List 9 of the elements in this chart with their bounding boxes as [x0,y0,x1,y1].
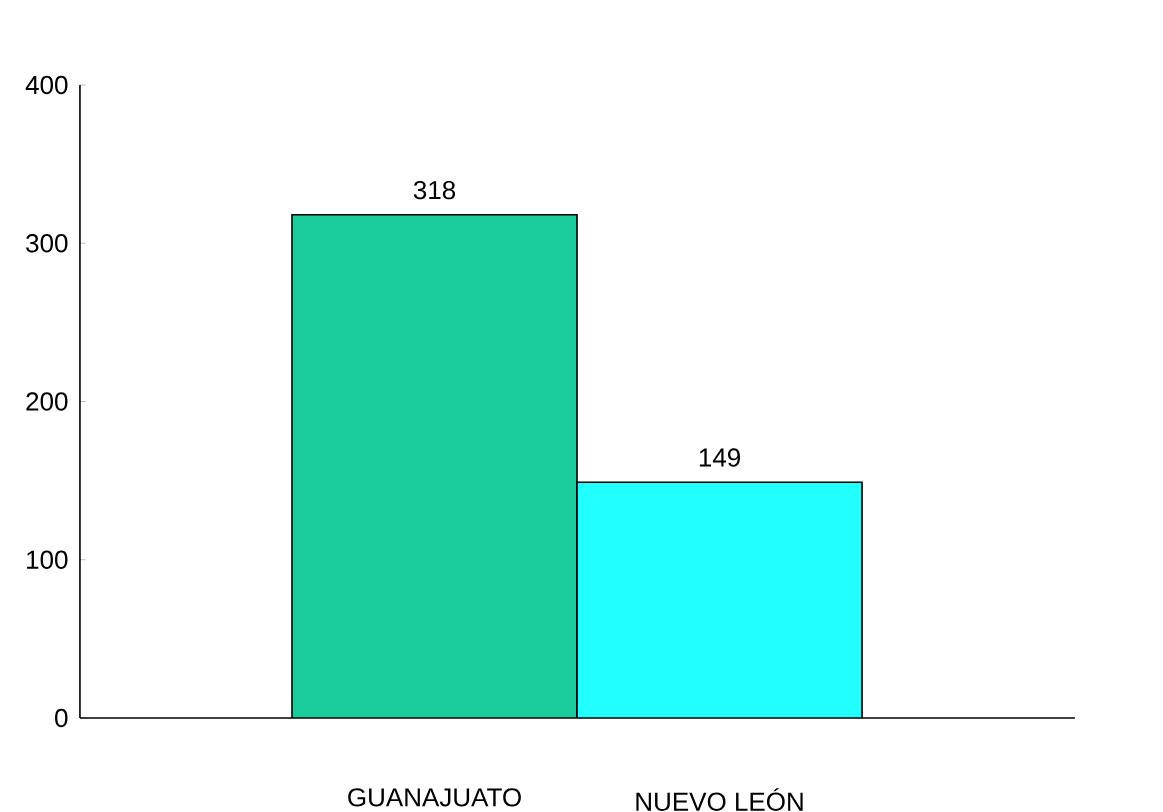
y-tick-label: 300 [26,234,68,253]
x-tick-label: GUANAJUATO [348,788,521,807]
y-tick-label: 400 [25,75,68,95]
y-tick-label: 0 [55,708,68,728]
data-label: 318 [413,180,456,200]
x-tick-label: NUEVO LEÓN [636,788,803,811]
y-tick-label: 200 [26,392,68,411]
data-label: 149 [699,448,740,467]
y-tick-label: 100 [27,550,68,569]
